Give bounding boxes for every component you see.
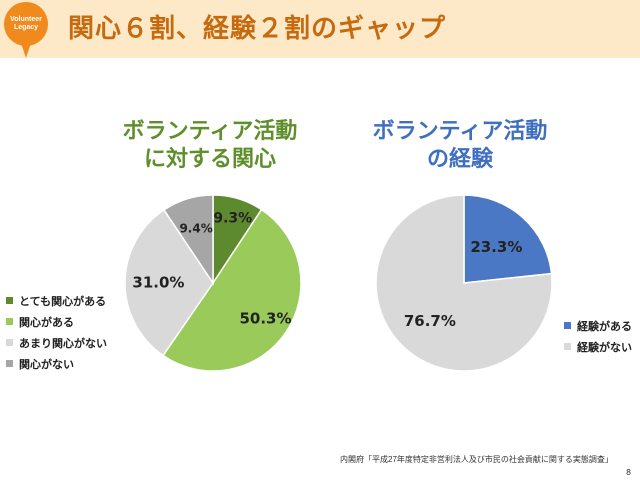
- legend-label: 関心がない: [19, 357, 74, 371]
- pie-data-label: 9.4%: [179, 221, 212, 235]
- header-bar: Volunteer Legacy 関心６割、経験２割のギャップ: [0, 0, 640, 58]
- chart-title-interest-line2: に対する関心: [143, 147, 276, 172]
- experience-pie-chart: 23.3% 76.7%: [375, 194, 553, 372]
- pie-data-label: 76.7%: [404, 312, 456, 330]
- pie-data-label: 9.3%: [213, 210, 252, 226]
- legend-swatch: [6, 360, 13, 367]
- legend-label: 経験がない: [577, 340, 632, 354]
- page-title: 関心６割、経験２割のギャップ: [68, 14, 447, 44]
- legend-label: とても関心がある: [19, 294, 107, 308]
- experience-legend: 経験がある経験がない: [564, 315, 632, 357]
- legend-swatch: [6, 297, 13, 304]
- interest-legend: とても関心がある 関心があるあまり関心がない 関心がない: [6, 290, 107, 374]
- legend-label: 関心がある: [19, 315, 74, 329]
- legend-item: 経験がある: [564, 315, 632, 336]
- pie-slice: [162, 208, 302, 372]
- pie-slice: [162, 194, 214, 286]
- legend-swatch: [564, 322, 571, 329]
- legend-swatch: [564, 343, 571, 350]
- legend-item: 関心がある: [6, 311, 107, 332]
- chart-title-experience: ボランティア活動 の経験: [330, 118, 590, 174]
- legend-item: 関心がない: [6, 353, 107, 374]
- legend-swatch: [6, 318, 13, 325]
- volunteer-legacy-logo: Volunteer Legacy: [4, 2, 52, 60]
- pie-slice: [375, 194, 553, 372]
- pie-slice: [463, 194, 553, 284]
- chart-title-experience-line1: ボランティア活動: [372, 119, 548, 144]
- chart-title-interest: ボランティア活動 に対する関心: [80, 118, 340, 174]
- pie-data-label: 23.3%: [470, 238, 522, 256]
- legend-label: 経験がある: [577, 319, 632, 333]
- chart-title-interest-line1: ボランティア活動: [122, 119, 298, 144]
- source-citation: 内閣府「平成27年度特定非営利法人及び市民の社会貢献に関する実態調査」: [340, 455, 613, 464]
- legend-label: あまり関心がない: [19, 336, 107, 350]
- pie-data-label: 31.0%: [132, 274, 184, 292]
- chart-title-experience-line2: の経験: [426, 147, 493, 172]
- pie-slice: [124, 208, 214, 357]
- pie-data-label: 50.3%: [239, 309, 291, 327]
- legend-item: とても関心がある: [6, 290, 107, 311]
- interest-pie-chart: 9.3% 50.3% 31.0% 9.4%: [124, 194, 302, 372]
- legend-item: 経験がない: [564, 336, 632, 357]
- legend-swatch: [6, 339, 13, 346]
- logo-text: Volunteer Legacy: [4, 2, 48, 46]
- legend-item: あまり関心がない: [6, 332, 107, 353]
- page-number: 8: [626, 468, 632, 477]
